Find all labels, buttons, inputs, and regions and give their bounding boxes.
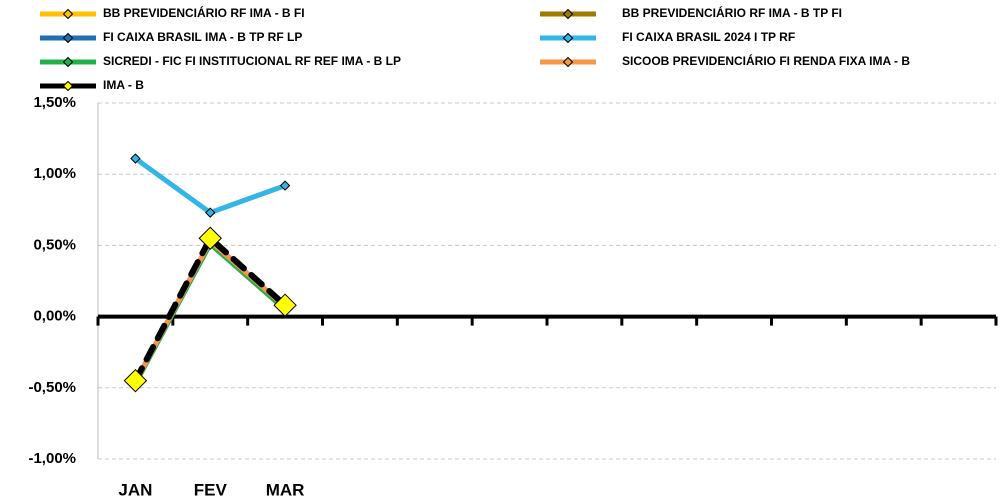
y-tick-label: 1,00% <box>33 165 76 182</box>
data-point <box>205 207 216 218</box>
legend-label: FI CAIXA BRASIL IMA - B TP RF LP <box>103 30 302 44</box>
legend-label: SICOOB PREVIDENCIÁRIO FI RENDA FIXA IMA … <box>622 53 910 68</box>
y-tick-label: 0,00% <box>33 308 76 325</box>
data-point <box>198 226 222 250</box>
x-tick-label: FEV <box>194 480 228 499</box>
series-line <box>132 240 288 387</box>
y-tick-label: -1,00% <box>28 450 76 467</box>
data-point <box>123 368 148 393</box>
data-point <box>273 293 297 317</box>
y-tick-label: 0,50% <box>33 236 76 253</box>
legend-marker <box>562 32 574 44</box>
legend-label: FI CAIXA BRASIL 2024 I TP RF <box>622 30 795 44</box>
legend-label: BB PREVIDENCIÁRIO RF IMA - B TP FI <box>622 5 842 20</box>
legend-marker <box>562 56 574 68</box>
legend-marker <box>62 56 74 68</box>
legend-label: BB PREVIDENCIÁRIO RF IMA - B FI <box>103 5 305 20</box>
series-line <box>132 238 288 385</box>
x-tick-label: MAR <box>266 480 305 499</box>
series-line <box>132 235 289 384</box>
legend-marker <box>62 80 74 92</box>
data-point <box>130 153 141 164</box>
legend-marker <box>62 8 74 20</box>
legend-label: IMA - B <box>103 78 144 92</box>
y-tick-label: 1,50% <box>33 94 76 111</box>
series-line <box>132 238 288 385</box>
legend-marker <box>562 8 574 20</box>
series-line <box>132 241 288 387</box>
series-line <box>132 156 288 216</box>
legend-label: SICREDI - FIC FI INSTITUCIONAL RF REF IM… <box>103 54 401 68</box>
y-tick-label: -0,50% <box>28 379 76 396</box>
legend-marker <box>62 32 74 44</box>
data-point <box>279 180 291 191</box>
x-tick-label: JAN <box>118 480 152 499</box>
series-line <box>132 238 288 385</box>
